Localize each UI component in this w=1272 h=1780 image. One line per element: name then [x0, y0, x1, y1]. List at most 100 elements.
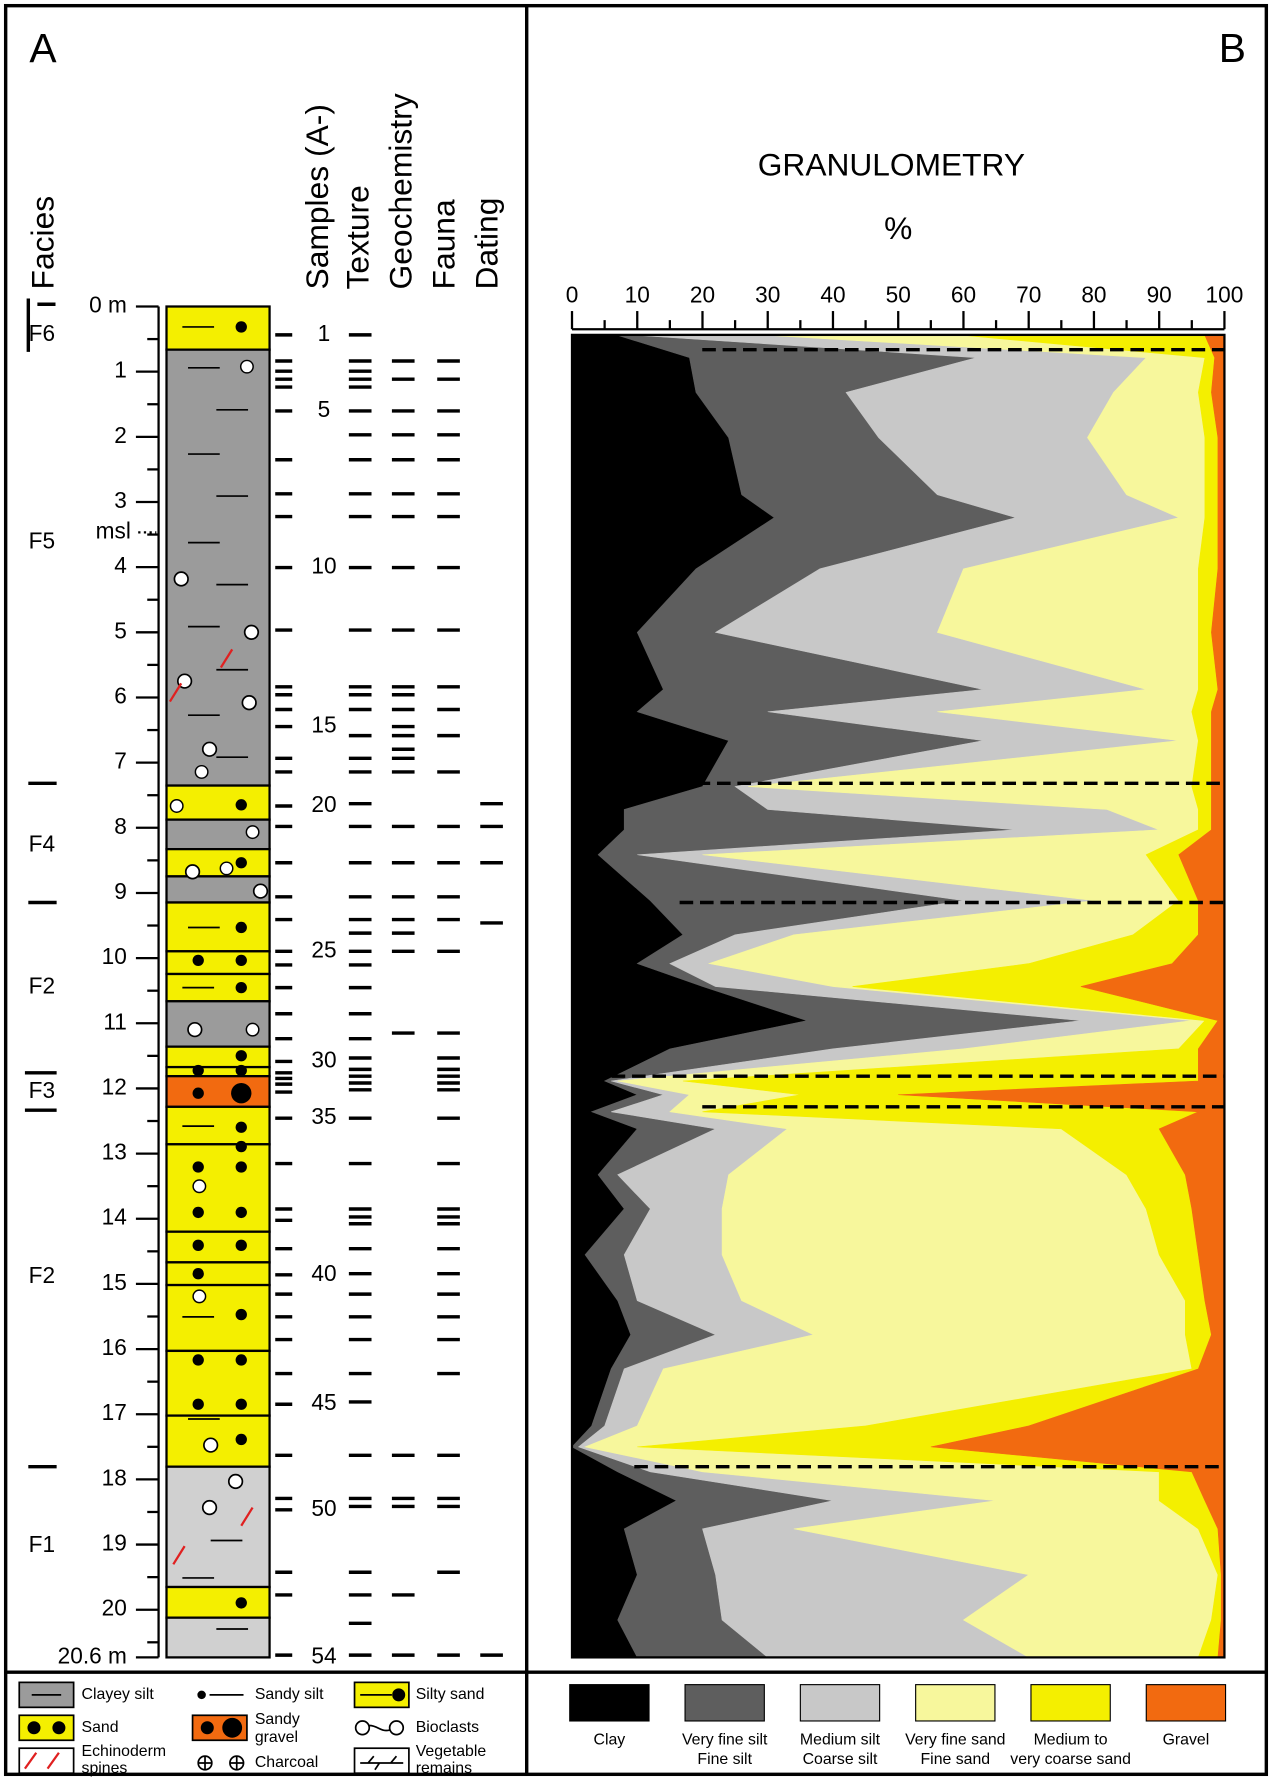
sample-label: 35 [311, 1103, 336, 1129]
facies-label: F2 [29, 973, 55, 999]
icon [360, 1755, 404, 1771]
depth-label: 12 [102, 1073, 127, 1099]
legend-label: Sandy [255, 1711, 300, 1728]
geochemistry-marks [391, 359, 415, 1657]
layer [165, 305, 271, 351]
layer [165, 1045, 271, 1069]
icon [27, 1721, 41, 1735]
sand-dot [192, 1354, 204, 1366]
icon [388, 1720, 405, 1736]
depth-label: 1 [114, 357, 127, 383]
layer [165, 1075, 271, 1108]
layer [165, 847, 271, 878]
column-heading: Dating [469, 198, 505, 290]
column-heading: Fauna [426, 199, 462, 289]
depth-label: 6 [114, 682, 127, 708]
layer [165, 1105, 271, 1146]
sand-dot [235, 1308, 247, 1321]
legend-swatch [1145, 1684, 1227, 1722]
x-tick-label: 40 [820, 281, 845, 307]
layer [165, 1349, 271, 1417]
sand-dot [235, 1161, 247, 1173]
sand-dot [235, 1239, 247, 1251]
facies-label: F3 [29, 1077, 55, 1103]
legend-swatch [915, 1684, 996, 1722]
x-axis: 0 10 20 30 40 50 60 70 80 90 100 [566, 281, 1243, 331]
charcoal [219, 861, 234, 876]
depth-label: 20 [102, 1595, 127, 1621]
column-headings: Facies Samples (A-) Texture Geochemistry… [25, 93, 505, 289]
sand-dot [235, 1206, 247, 1219]
bioclast [241, 695, 257, 711]
depth-label: 2 [114, 422, 127, 448]
sand-dot [235, 1354, 247, 1366]
depth-label: 11 [103, 1008, 127, 1034]
legend-b: Clay Very fine silt Fine silt Medium silt Co… [569, 1684, 1227, 1768]
depth-label: 9 [114, 878, 127, 904]
column-heading: Texture [340, 185, 376, 289]
sand-dot [235, 1064, 247, 1077]
x-tick-label: 30 [755, 281, 780, 307]
column-heading: Facies [25, 196, 61, 290]
layer [165, 1465, 271, 1589]
sand-dot [235, 1398, 247, 1410]
legend-label: very coarse sand [1010, 1751, 1131, 1768]
charcoal [239, 359, 254, 374]
echinoderm [219, 648, 234, 669]
sand-dot [192, 1206, 204, 1219]
facies-boundaries [24, 298, 57, 1469]
icon [23, 1752, 60, 1770]
sand-dot [235, 321, 247, 333]
x-tick-label: 0 [566, 281, 579, 307]
facies-label: F2 [29, 1262, 55, 1288]
sand-dot [235, 954, 247, 967]
sample-label: 5 [318, 396, 331, 422]
sample-label: 40 [311, 1260, 336, 1286]
areas [572, 335, 1225, 1658]
depth-label: 5 [114, 617, 127, 643]
charcoal [192, 1289, 207, 1304]
layer [165, 1261, 271, 1287]
icon [354, 1720, 371, 1736]
x-tick-label: 80 [1081, 281, 1106, 307]
depth-label: 13 [102, 1139, 127, 1165]
depth-label: 19 [102, 1530, 127, 1556]
x-tick-label: 10 [625, 281, 650, 307]
layer [165, 972, 271, 1003]
bioclast [203, 1437, 219, 1453]
legend-swatch [799, 1684, 881, 1722]
area [898, 335, 1225, 1658]
x-tick-label: 60 [951, 281, 976, 307]
msl-label: msl [96, 517, 131, 543]
legend-label: Bioclasts [416, 1719, 479, 1736]
legend-label: Vegetable [416, 1743, 487, 1760]
column-heading: Geochemistry [383, 93, 419, 289]
icon [198, 1756, 212, 1770]
sample-label: 30 [311, 1046, 336, 1072]
icon [369, 1724, 390, 1732]
sand-dot [235, 1050, 247, 1062]
legend-label: Coarse silt [803, 1751, 878, 1768]
panel-label: B [1219, 25, 1246, 71]
charcoal [245, 825, 260, 840]
swatch [18, 1747, 75, 1775]
echinoderm [240, 1506, 254, 1527]
charcoal [245, 1022, 260, 1037]
charcoal [194, 764, 209, 779]
facies-labels: F6 F5 F4 F2 F3 F2 F1 [29, 320, 55, 1557]
legend-label: Fine silt [697, 1751, 752, 1768]
sand-dot [235, 981, 247, 994]
sand-dot [235, 799, 247, 811]
dating-marks [480, 802, 503, 1657]
sand-dot [192, 1087, 204, 1099]
bioclast [187, 1021, 203, 1038]
legend-label: remains [416, 1760, 472, 1777]
legend-label: Medium to [1034, 1731, 1108, 1748]
facies-dashed-lines [611, 347, 1225, 1469]
bioclast [243, 624, 260, 640]
x-tick-label: 70 [1016, 281, 1041, 307]
legend-label: Very fine sand [905, 1731, 1005, 1748]
legend-label: Clayey silt [82, 1686, 155, 1703]
